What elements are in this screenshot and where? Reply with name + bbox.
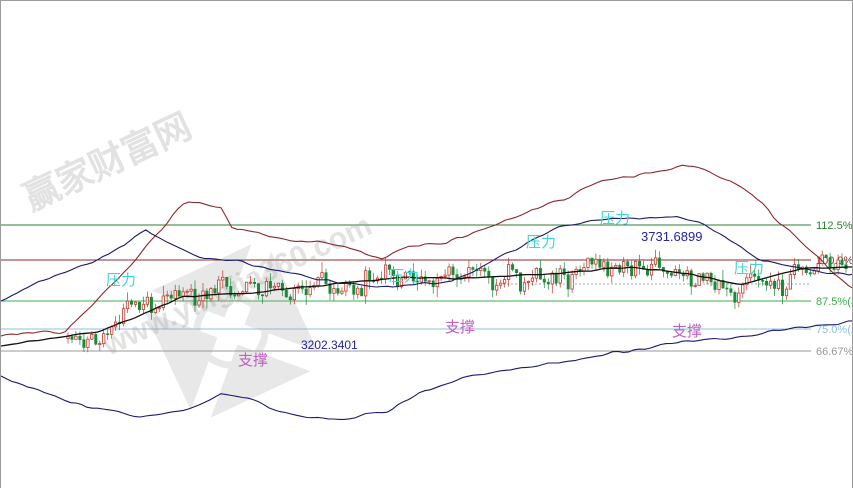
svg-text:112.5%(45): 112.5%(45) [816,220,852,232]
svg-text:压力: 压力 [526,234,556,251]
svg-text:压力: 压力 [389,268,419,285]
svg-text:赢家财富网: 赢家财富网 [17,105,197,218]
svg-text:压力: 压力 [734,260,764,277]
svg-text:3731.6899: 3731.6899 [641,229,702,244]
svg-text:3202.3401: 3202.3401 [301,338,358,352]
svg-text:支撑: 支撑 [238,352,268,369]
svg-text:66.67%(240): 66.67%(240) [816,346,852,358]
svg-text:压力: 压力 [106,272,136,289]
svg-text:压力: 压力 [600,210,630,227]
svg-text:支撑: 支撑 [445,319,475,336]
svg-text:87.5%(315): 87.5%(315) [816,296,852,308]
svg-text:支撑: 支撑 [672,323,702,340]
svg-text:75.0%(270): 75.0%(270) [816,324,852,336]
